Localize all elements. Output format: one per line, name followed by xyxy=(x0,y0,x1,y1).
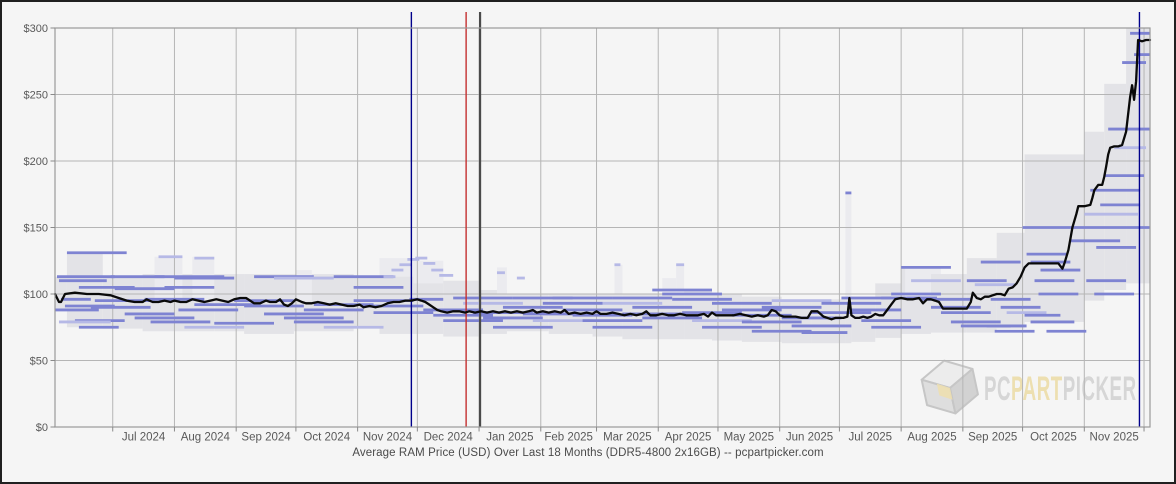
average-price-polyline xyxy=(53,38,1152,321)
y-tick-label: $0 xyxy=(36,422,48,434)
price-range-band xyxy=(712,294,742,341)
x-tick-label: Nov 2024 xyxy=(363,432,413,444)
x-tick-label: Jul 2024 xyxy=(122,432,166,444)
average-price-line xyxy=(53,38,1152,321)
x-tick-label: Oct 2025 xyxy=(1030,432,1077,444)
x-tick-label: May 2025 xyxy=(724,432,775,444)
y-tick-label: $150 xyxy=(24,223,48,235)
x-tick-label: Aug 2025 xyxy=(907,432,956,444)
price-range-band xyxy=(662,278,677,294)
grid-lines xyxy=(55,28,1150,427)
price-range-band xyxy=(55,276,67,310)
x-tick-label: Sep 2024 xyxy=(241,432,291,444)
x-tick-label: Apr 2025 xyxy=(665,432,712,444)
x-tick-label: Nov 2025 xyxy=(1090,432,1139,444)
x-tick-label: Jun 2025 xyxy=(786,432,833,444)
pcpartpicker-watermark: PCPARTPICKER xyxy=(920,359,1137,415)
price-range-band xyxy=(295,270,312,301)
x-tick-label: Sep 2025 xyxy=(968,432,1017,444)
x-tick-label: Jul 2025 xyxy=(849,432,892,444)
price-range-band xyxy=(676,264,685,294)
price-range-band xyxy=(1024,154,1085,322)
price-range-band xyxy=(66,252,103,328)
y-tick-label: $250 xyxy=(24,90,48,102)
y-tick-label: $300 xyxy=(24,23,48,35)
price-range-band xyxy=(1126,28,1150,284)
x-tick-label: Jan 2025 xyxy=(486,432,533,444)
price-range-band xyxy=(379,258,414,277)
y-tick-label: $200 xyxy=(24,156,48,168)
price-range-band xyxy=(1104,83,1127,291)
price-range-band xyxy=(496,267,507,294)
pcpartpicker-watermark-text: PCPARTPICKER xyxy=(984,369,1137,407)
pcpartpicker-logo-icon xyxy=(920,359,979,415)
x-tick-label: Aug 2024 xyxy=(181,432,231,444)
x-tick-label: Mar 2025 xyxy=(603,432,652,444)
x-axis-labels: Jul 2024 Aug 2024 Sep 2024 Oct 2024 Nov 2024… xyxy=(112,427,1145,444)
price-range-band xyxy=(1084,131,1105,301)
price-range-band xyxy=(614,264,623,294)
price-range-band xyxy=(845,192,852,300)
event-marker-lines xyxy=(410,12,1141,427)
y-tick-label: $100 xyxy=(24,289,48,301)
y-axis-labels: $0 $50 $100 $150 $200 $250 $300 xyxy=(24,23,55,434)
x-tick-label: Feb 2025 xyxy=(544,432,593,444)
price-range-band xyxy=(413,260,444,284)
price-range-band xyxy=(931,274,967,333)
y-tick-label: $50 xyxy=(30,356,48,368)
price-range-band xyxy=(845,299,852,344)
x-tick-label: Oct 2024 xyxy=(303,432,350,444)
x-tick-label: Dec 2024 xyxy=(424,432,474,444)
